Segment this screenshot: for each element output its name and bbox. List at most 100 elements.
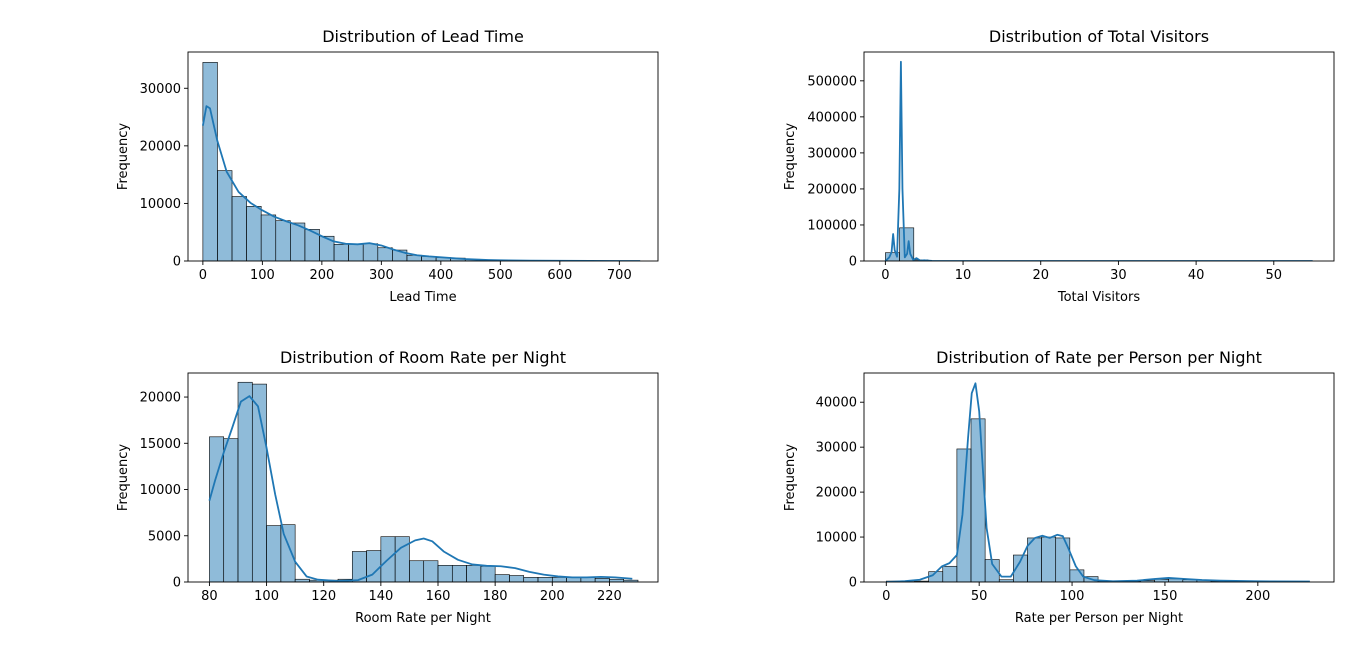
histogram-bar	[366, 550, 382, 582]
histogram-bar	[202, 62, 218, 261]
histogram-bars	[885, 418, 1311, 582]
x-tick-label: 300	[369, 268, 394, 283]
x-axis-label: Total Visitors	[1057, 290, 1140, 305]
y-tick-label: 20000	[140, 391, 181, 406]
y-tick-label: 0	[849, 255, 857, 270]
chart-title: Distribution of Total Visitors	[989, 27, 1209, 46]
x-tick-label: 120	[311, 589, 336, 604]
histogram-bar	[551, 577, 567, 582]
x-tick-label: 140	[368, 589, 393, 604]
y-tick-label: 20000	[140, 139, 181, 154]
chart-title: Distribution of Rate per Person per Nigh…	[936, 348, 1262, 367]
y-tick-label: 40000	[816, 396, 857, 411]
kde-line	[884, 60, 1313, 261]
histogram-bar	[623, 579, 639, 582]
histogram-bar	[348, 244, 364, 261]
chart-title: Distribution of Room Rate per Night	[280, 348, 566, 367]
y-tick-label: 15000	[140, 437, 181, 452]
histogram-bars	[202, 62, 641, 261]
histogram-bar	[537, 577, 553, 582]
chart-panel-3: 80 100 120 140 160 180 200 220 0 5000 10000 15000 20…	[116, 348, 659, 626]
histogram-bar	[246, 206, 262, 261]
y-tick-label: 0	[849, 576, 857, 591]
x-tick-label: 50	[971, 589, 988, 604]
histogram-bar	[231, 196, 247, 261]
x-tick-label: 180	[483, 589, 508, 604]
histogram-bar	[1041, 536, 1057, 582]
x-tick-label: 40	[1188, 268, 1205, 283]
x-axis-label: Rate per Person per Night	[1015, 611, 1183, 626]
x-axis-label: Lead Time	[389, 290, 456, 305]
y-tick-label: 200000	[807, 182, 857, 197]
y-axis-label: Frequency	[116, 444, 131, 511]
y-tick-label: 30000	[816, 441, 857, 456]
y-tick-label: 100000	[807, 218, 857, 233]
histogram-bar	[466, 565, 482, 582]
x-tick-label: 0	[199, 268, 207, 283]
histogram-bar	[437, 565, 453, 582]
plot-frame	[187, 372, 659, 583]
x-tick-label: 10	[955, 268, 972, 283]
histogram-bar	[451, 565, 467, 582]
histogram-bar	[523, 577, 539, 582]
x-tick-label: 100	[1060, 589, 1085, 604]
histogram-bar	[362, 243, 379, 261]
kde-line	[208, 395, 633, 582]
histogram-bar	[260, 214, 277, 261]
x-tick-label: 400	[428, 268, 453, 283]
histogram-bar	[377, 247, 393, 261]
x-tick-label: 700	[607, 268, 632, 283]
histogram-bar	[594, 578, 610, 582]
y-tick-label: 10000	[816, 531, 857, 546]
x-tick-label: 160	[426, 589, 451, 604]
y-tick-label: 30000	[140, 82, 181, 97]
histogram-bar	[290, 222, 306, 261]
histogram-bars	[209, 381, 639, 582]
chart-panel-4: 0 50 100 150 200 0 10000 20000 30000 40000 Distrib…	[783, 348, 1335, 626]
y-tick-label: 500000	[807, 74, 857, 89]
y-tick-label: 10000	[140, 197, 181, 212]
y-tick-label: 10000	[140, 483, 181, 498]
x-tick-label: 200	[309, 268, 334, 283]
histogram-bar	[480, 565, 496, 582]
plot-frame	[863, 51, 1335, 262]
y-axis-label: Frequency	[783, 123, 798, 190]
histogram-bar	[423, 560, 439, 582]
histogram-bar	[237, 381, 253, 582]
x-tick-label: 220	[597, 589, 622, 604]
y-tick-label: 400000	[807, 110, 857, 125]
plot-frame	[863, 372, 1335, 583]
x-tick-label: 50	[1266, 268, 1283, 283]
histogram-bar	[409, 560, 425, 582]
kde-line	[886, 382, 1310, 582]
histogram-bar	[942, 565, 958, 582]
x-axis-label: Room Rate per Night	[355, 611, 491, 626]
histogram-bar	[509, 575, 525, 582]
y-axis-label: Frequency	[783, 444, 798, 511]
x-tick-label: 80	[201, 589, 218, 604]
x-tick-label: 200	[540, 589, 565, 604]
x-tick-label: 500	[488, 268, 513, 283]
histogram-bar	[970, 418, 986, 582]
histogram-bar	[956, 448, 972, 582]
x-tick-label: 200	[1245, 589, 1270, 604]
histogram-bar	[333, 244, 349, 261]
y-axis-label: Frequency	[116, 123, 131, 190]
histogram-bar	[275, 220, 291, 261]
y-tick-label: 0	[173, 576, 181, 591]
y-tick-label: 0	[173, 255, 181, 270]
plot-frame	[187, 51, 659, 262]
histogram-bar	[394, 536, 410, 582]
chart-panel-2: 0 10 20 30 40 50 0 100000 200000 300000 400000 5000…	[783, 27, 1335, 305]
y-tick-label: 5000	[148, 529, 181, 544]
histogram-bar	[1055, 537, 1071, 582]
chart-title: Distribution of Lead Time	[322, 27, 524, 46]
histogram-bar	[266, 525, 282, 582]
chart-panel-1: 0 100 200 300 400 500 600 700 0 10000 20000 30000 Di…	[116, 27, 659, 305]
x-tick-label: 30	[1110, 268, 1127, 283]
histogram-bar	[223, 438, 239, 582]
x-tick-label: 0	[881, 268, 889, 283]
y-tick-label: 300000	[807, 146, 857, 161]
histogram-bar	[217, 170, 233, 261]
